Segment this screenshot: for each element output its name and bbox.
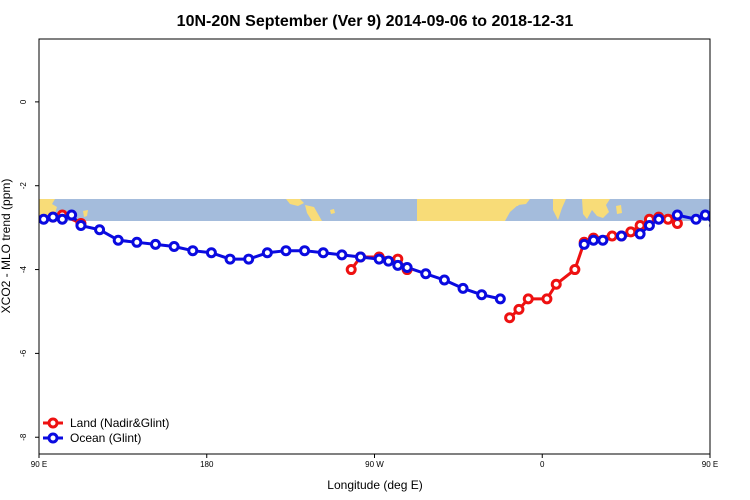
data-point-land [634,220,646,232]
land-caribbean [330,209,335,214]
data-point-ocean [438,274,450,286]
data-point-ocean [588,234,600,246]
data-point-ocean [224,253,236,265]
data-point-ocean [401,261,413,273]
data-point-ocean [615,230,627,242]
x-tick-label: 90 E [702,460,718,469]
data-point-ocean [578,238,590,250]
chart-title: 10N-20N September (Ver 9) 2014-09-06 to … [177,13,574,30]
data-point-land [504,312,516,324]
data-point-ocean [494,293,506,305]
land-southeast-asia [582,199,610,219]
data-point-land [671,217,683,229]
legend: Land (Nadir&Glint) Ocean (Glint) [43,416,169,445]
data-point-land [522,293,534,305]
x-axis: 90 E 180 90 W 0 90 E [31,454,718,469]
y-tick-label: -8 [19,433,28,441]
map-strip-land [39,199,622,221]
series-line-land [508,215,678,319]
data-point-ocean [299,245,311,257]
x-tick-label: 90 E [31,460,47,469]
data-point-ocean [112,234,124,246]
y-axis: 0 -2 -4 -6 -8 [19,99,39,441]
data-point-ocean [709,222,710,229]
data-point-ocean [149,238,161,250]
legend-marker-ocean [47,432,59,444]
data-point-ocean [187,245,199,257]
data-point-ocean [699,209,710,221]
data-point-ocean [280,245,292,257]
data-point-land [513,303,525,315]
data-point-land [550,278,562,290]
land-central-america [305,205,322,221]
data-point-ocean [261,247,273,259]
land-arabia [509,199,523,206]
y-tick-label: -6 [19,349,28,357]
legend-item-ocean: Ocean (Glint) [43,431,141,445]
data-point-ocean [476,289,488,301]
data-point-ocean [243,253,255,265]
data-point-ocean [66,209,78,221]
land-africa [417,199,530,221]
data-point-ocean [355,251,367,263]
y-axis-label: XCO2 - MLO trend (ppm) [0,179,13,314]
series-line-ocean [43,213,501,301]
data-point-ocean [671,209,683,221]
data-point-ocean [653,213,665,225]
data-point-land [569,264,581,276]
data-point-ocean [382,255,394,267]
data-point-ocean [131,236,143,248]
legend-item-land: Land (Nadir&Glint) [43,416,169,430]
data-point-ocean [56,213,68,225]
data-point-ocean [317,247,329,259]
data-point-ocean [643,220,655,232]
data-point-ocean [47,211,59,223]
land-mexico [286,199,304,206]
land-island-2 [83,210,88,217]
data-point-ocean [690,213,702,225]
data-point-ocean [597,234,609,246]
data-point-ocean [729,228,737,236]
map-strip-ocean [39,199,710,221]
data-point-land [606,230,618,242]
data-point-ocean [373,253,385,265]
data-point-land [345,264,357,276]
legend-marker-land [47,417,59,429]
x-axis-label: Longitude (deg E) [327,478,422,492]
data-point-ocean [205,247,217,259]
legend-label-land: Land (Nadir&Glint) [70,416,169,430]
data-point-land [625,226,637,238]
y-tick-label: -4 [19,265,28,273]
x-tick-label: 180 [200,460,214,469]
data-point-ocean [75,220,87,232]
data-point-land [541,293,553,305]
data-point-ocean [420,268,432,280]
data-point-land [662,213,674,225]
land-india [553,199,566,220]
data-point-ocean [336,249,348,261]
data-point-ocean [634,228,646,240]
data-point-ocean [457,282,469,294]
data-point-ocean [39,213,50,225]
x-tick-label: 0 [540,460,545,469]
legend-label-ocean: Ocean (Glint) [70,431,141,445]
y-tick-label: 0 [19,99,28,104]
data-point-ocean [168,241,180,252]
land-philippines [616,205,622,214]
series-layer [39,209,737,324]
y-tick-label: -2 [19,182,28,190]
data-point-ocean [392,259,404,271]
map-strip [39,199,710,221]
data-point-ocean [94,224,106,236]
x-tick-label: 90 W [365,460,384,469]
